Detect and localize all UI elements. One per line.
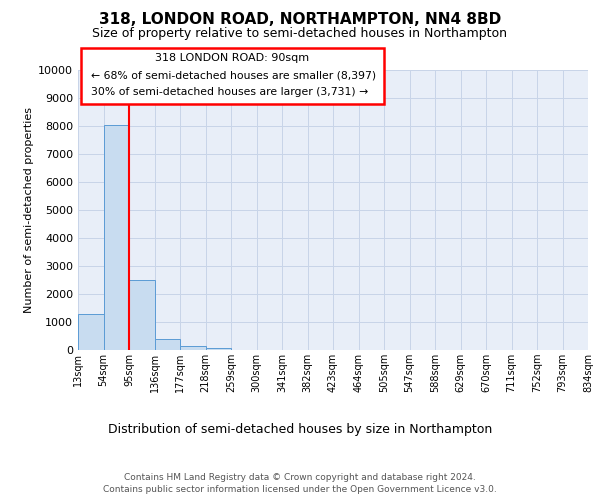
Bar <box>104 124 129 350</box>
Y-axis label: Number of semi-detached properties: Number of semi-detached properties <box>24 107 34 313</box>
FancyBboxPatch shape <box>80 48 384 104</box>
Bar <box>205 348 231 350</box>
Text: Distribution of semi-detached houses by size in Northampton: Distribution of semi-detached houses by … <box>108 422 492 436</box>
Text: 318, LONDON ROAD, NORTHAMPTON, NN4 8BD: 318, LONDON ROAD, NORTHAMPTON, NN4 8BD <box>99 12 501 28</box>
Bar <box>129 280 155 350</box>
Bar <box>155 339 180 350</box>
Bar <box>78 314 104 350</box>
Text: Contains HM Land Registry data © Crown copyright and database right 2024.: Contains HM Land Registry data © Crown c… <box>124 472 476 482</box>
Text: ← 68% of semi-detached houses are smaller (8,397): ← 68% of semi-detached houses are smalle… <box>91 70 376 81</box>
Text: 318 LONDON ROAD: 90sqm: 318 LONDON ROAD: 90sqm <box>155 52 310 62</box>
Text: Contains public sector information licensed under the Open Government Licence v3: Contains public sector information licen… <box>103 485 497 494</box>
Bar <box>180 346 205 350</box>
Text: Size of property relative to semi-detached houses in Northampton: Size of property relative to semi-detach… <box>92 28 508 40</box>
Text: 30% of semi-detached houses are larger (3,731) →: 30% of semi-detached houses are larger (… <box>91 88 368 98</box>
